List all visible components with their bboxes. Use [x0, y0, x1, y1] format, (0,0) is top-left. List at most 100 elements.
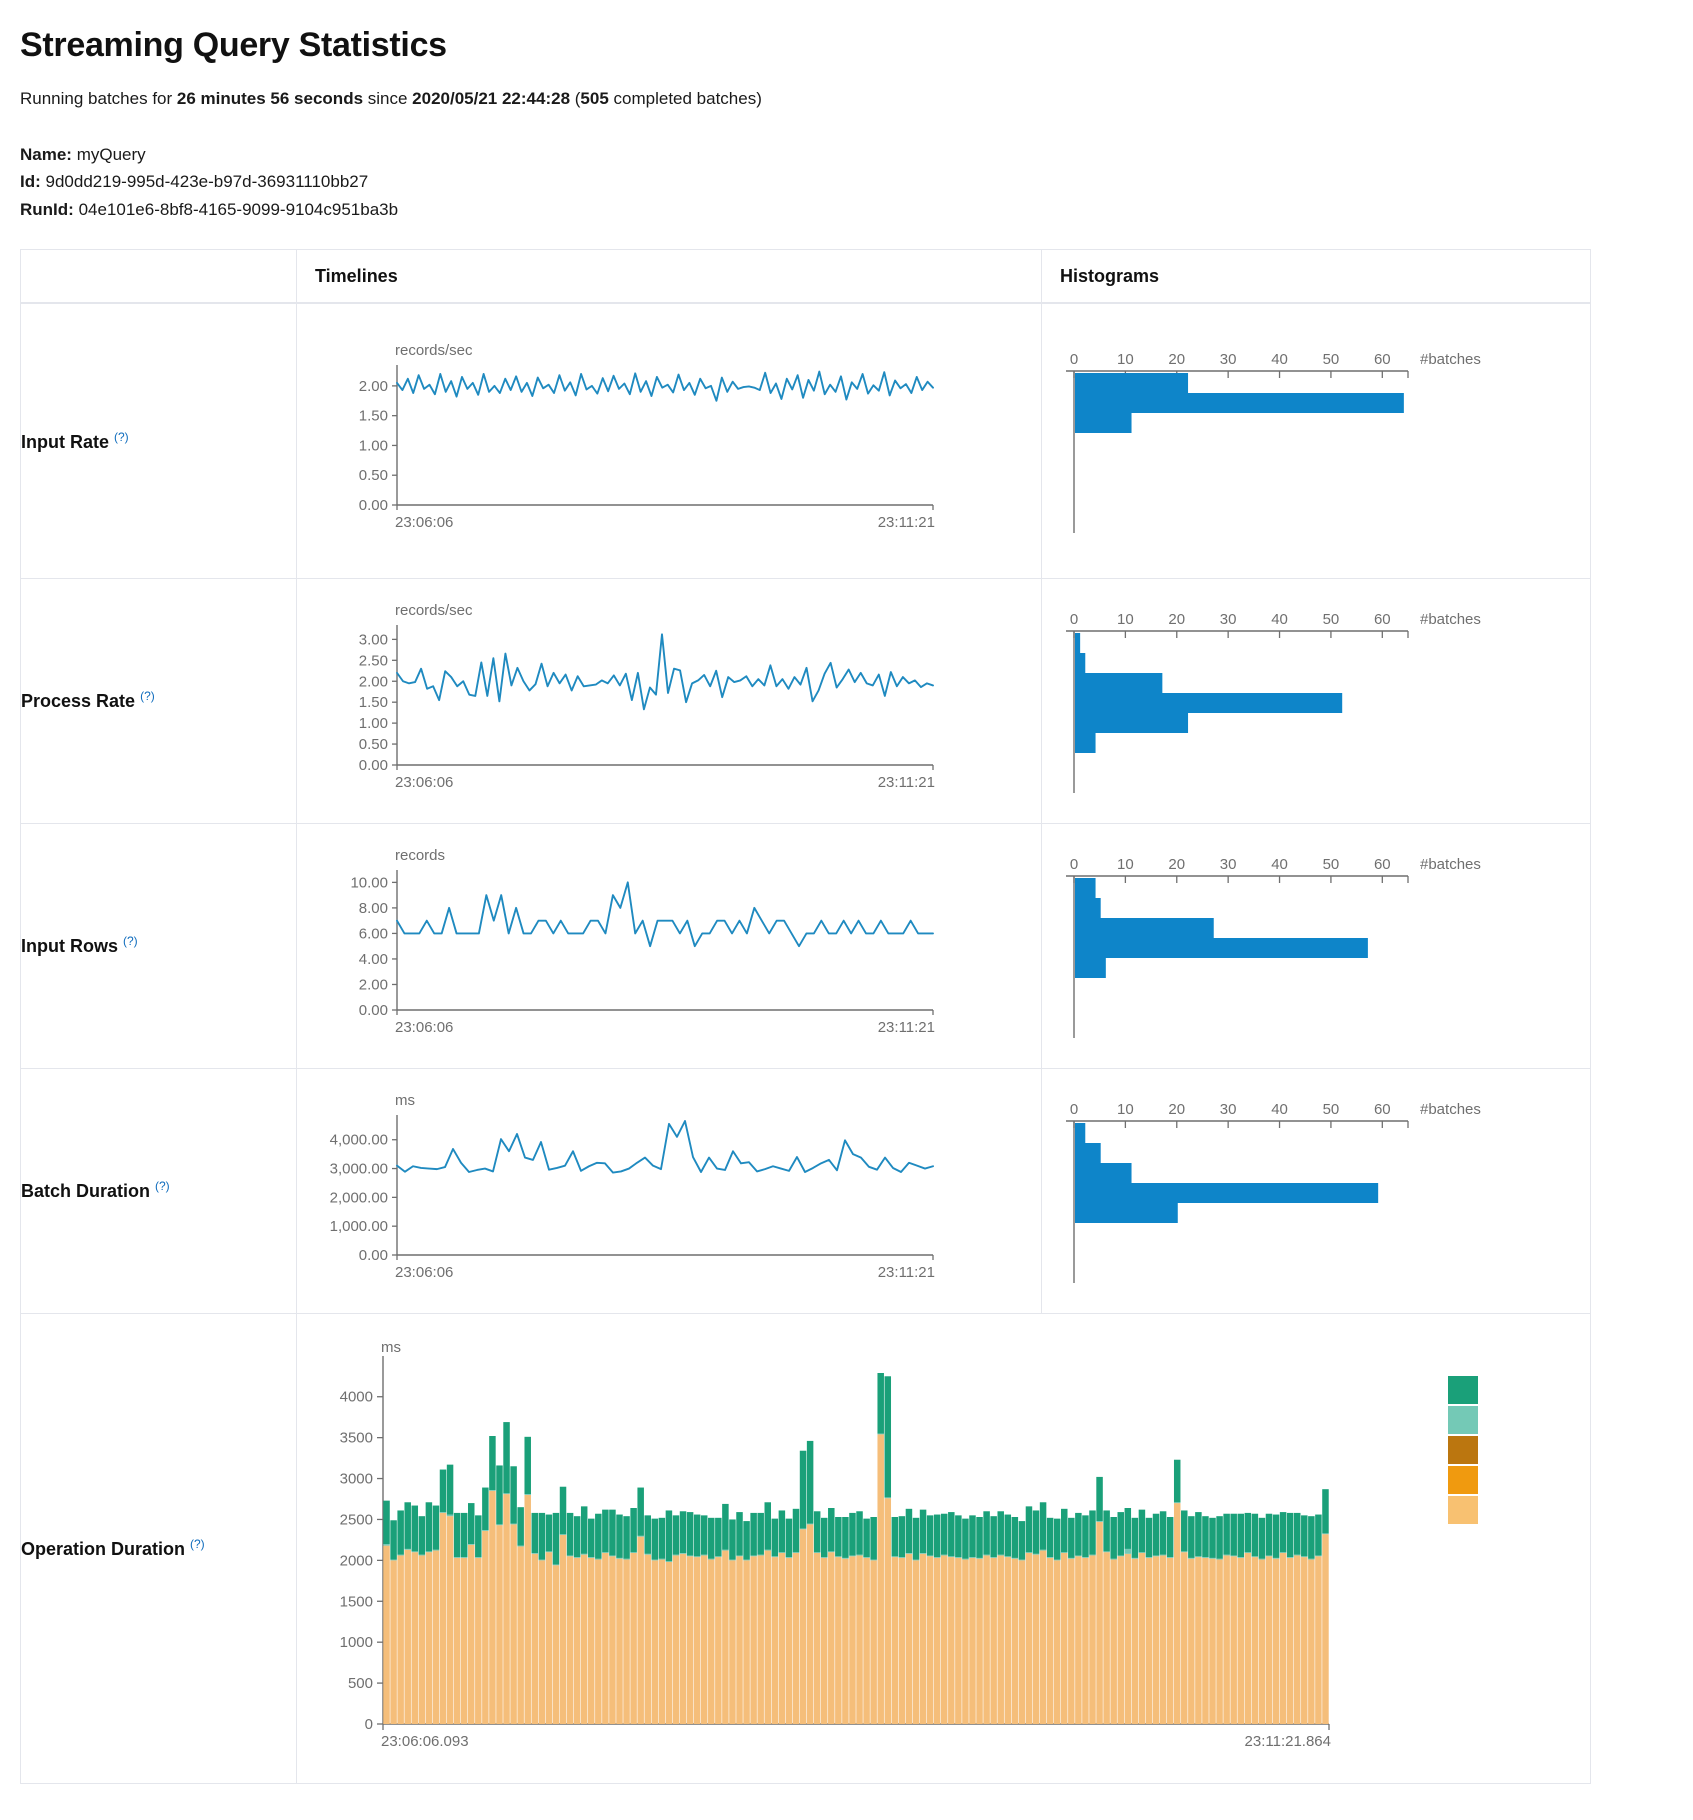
stacked-bar-segment	[1159, 1555, 1167, 1725]
x-tick-label-start: 23:06:06.093	[381, 1733, 469, 1750]
stacked-bar-segment	[552, 1513, 560, 1565]
stacked-bar-segment	[771, 1557, 779, 1725]
stacked-bar-segment	[884, 1498, 892, 1725]
stacked-bar-segment	[849, 1513, 856, 1556]
stacked-bar-segment	[1131, 1559, 1139, 1725]
stacked-bar-segment	[976, 1517, 983, 1559]
help-link-icon[interactable]: (?)	[114, 429, 129, 444]
stacked-bar-segment	[1032, 1554, 1040, 1556]
histogram-axis-label: #batches	[1420, 1101, 1481, 1118]
stacked-bar-segment	[926, 1556, 934, 1725]
y-tick-label: 3,000.00	[330, 1160, 388, 1177]
stacked-bar-segment	[390, 1520, 397, 1560]
stacked-bar-segment	[566, 1555, 574, 1557]
stacked-bar-segment	[623, 1516, 630, 1560]
stacked-bar-segment	[806, 1524, 814, 1725]
stacked-bar-segment	[588, 1557, 595, 1559]
timeline-cell: records/sec 0.00 0.50 1.00 1.50 2.00 2.50 3.00 2…	[296, 577, 1042, 824]
help-link-icon[interactable]: (?)	[123, 934, 138, 949]
stacked-bar-segment	[750, 1556, 757, 1725]
stacked-bar-segment	[1230, 1556, 1237, 1725]
stacked-bar-segment	[418, 1516, 426, 1556]
legend-swatch[interactable]	[1448, 1436, 1478, 1465]
metric-label: Operation Duration	[21, 1538, 191, 1559]
query-runid-key: RunId:	[20, 199, 74, 219]
stacked-bar-segment	[602, 1553, 609, 1725]
stacked-bar-segment	[616, 1514, 623, 1559]
stacked-bar-segment	[1166, 1557, 1174, 1559]
stacked-bar-segment	[715, 1518, 722, 1557]
stacked-bar-segment	[1308, 1559, 1315, 1560]
table-row: Process Rate (?) records/sec 0.00 0.50 1.00 1…	[20, 577, 1591, 824]
y-axis-unit: records/sec	[395, 342, 473, 359]
y-tick-label: 2.00	[359, 673, 388, 690]
histogram-x-tick-label: 60	[1374, 351, 1391, 368]
stacked-bar-segment	[644, 1515, 651, 1555]
legend-swatch[interactable]	[1448, 1496, 1478, 1525]
stacked-bar-segment	[1117, 1555, 1124, 1557]
stacked-bar-segment	[1188, 1516, 1195, 1559]
stacked-bar-segment	[418, 1555, 426, 1556]
timeline-series	[396, 881, 934, 948]
stacked-bar-segment	[771, 1556, 779, 1558]
legend-swatch[interactable]	[1448, 1466, 1478, 1495]
stacked-bar-segment	[489, 1491, 496, 1725]
stacked-bar-segment	[1138, 1553, 1146, 1725]
stacked-bar-segment	[1011, 1559, 1019, 1725]
stacked-bar-segment	[870, 1560, 877, 1725]
stacked-bar-segment	[531, 1554, 539, 1725]
y-tick-label: 3500	[340, 1430, 373, 1447]
stacked-bar-segment	[1258, 1559, 1266, 1560]
help-link-icon[interactable]: (?)	[140, 689, 155, 704]
stacked-bar-segment	[390, 1559, 397, 1561]
operation-duration-chart-cell: ms 0 500 1000 1500 2000 2500 3000 3500 4000 23:06:…	[296, 1312, 1591, 1784]
stacked-bar-segment	[856, 1555, 863, 1556]
stacked-bar-segment	[1223, 1555, 1230, 1556]
histogram-chart: 0 10 20 30 40 50 60 #batches	[1066, 351, 1481, 534]
stacked-bar-segment	[1223, 1514, 1230, 1556]
stacked-bar-segment	[545, 1551, 553, 1553]
table-row: Batch Duration (?) ms 0.00 1,000.00 2,000.00…	[20, 1067, 1591, 1314]
histogram-axis-label: #batches	[1420, 611, 1481, 628]
operation-duration-legend[interactable]	[1448, 1376, 1478, 1526]
stacked-bar-segment	[778, 1552, 786, 1554]
x-tick-label-end: 23:11:21	[878, 1019, 935, 1036]
help-link-icon[interactable]: (?)	[155, 1179, 170, 1194]
stacked-bar-segment	[545, 1514, 553, 1552]
help-link-icon[interactable]: (?)	[190, 1536, 205, 1551]
stacked-bar-segment	[898, 1558, 906, 1725]
stacked-bar-segment	[1089, 1510, 1096, 1556]
histogram-x-tick-label: 20	[1168, 351, 1185, 368]
stacked-bar-segment	[940, 1555, 948, 1725]
stacked-bar-segment	[1032, 1510, 1040, 1555]
stacked-bar-segment	[835, 1517, 842, 1557]
stacked-bar-segment	[503, 1422, 510, 1494]
stacked-bar-segment	[1173, 1502, 1181, 1504]
stacked-bar-segment	[1103, 1510, 1110, 1552]
histogram-bar	[1075, 937, 1368, 958]
stacked-bar-segment	[658, 1518, 666, 1560]
stacked-bar-segment	[905, 1553, 913, 1555]
stacked-bar-segment	[785, 1557, 793, 1559]
legend-swatch[interactable]	[1448, 1376, 1478, 1405]
stacked-bar-segment	[891, 1556, 899, 1558]
stacked-bar-segment	[820, 1518, 828, 1558]
page-title: Streaming Query Statistics	[20, 26, 447, 64]
stacked-bar-segment	[580, 1555, 588, 1725]
stacked-bar-segment	[1173, 1503, 1181, 1725]
stacked-bar-segment	[700, 1515, 708, 1556]
y-tick-label: 2500	[340, 1512, 373, 1529]
stacked-bar-segment	[686, 1556, 694, 1725]
stacked-bar-segment	[870, 1559, 877, 1561]
stacked-bar-segment	[1202, 1558, 1209, 1725]
stacked-bar-segment	[1068, 1518, 1075, 1559]
stacked-bar-segment	[1301, 1515, 1308, 1557]
stacked-bar-segment	[460, 1558, 468, 1725]
stacked-bar-segment	[962, 1519, 969, 1560]
stacked-bar-segment	[679, 1511, 687, 1554]
legend-swatch[interactable]	[1448, 1406, 1478, 1435]
stacked-bar-segment	[940, 1514, 948, 1556]
stacked-bar-segment	[482, 1531, 489, 1725]
stacked-bar-segment	[983, 1555, 990, 1556]
